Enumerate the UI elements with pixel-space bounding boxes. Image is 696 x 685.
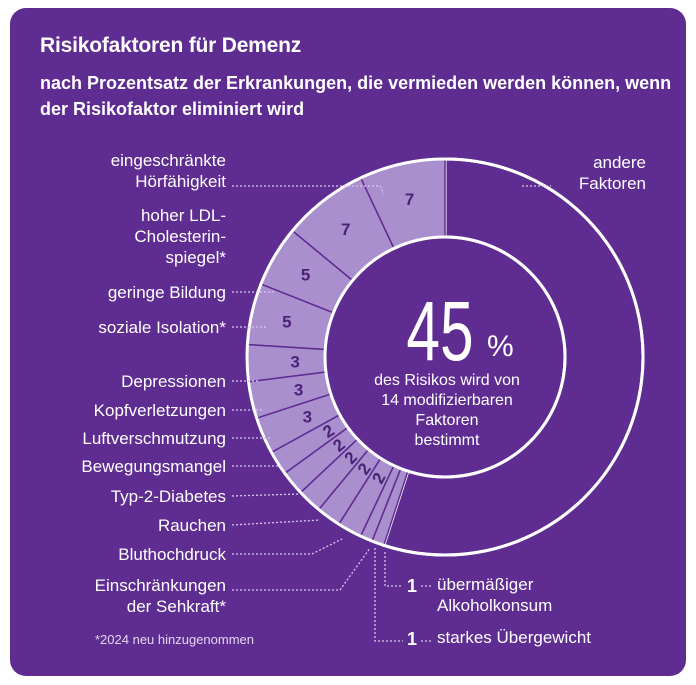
center-caption-line: 14 modifizierbaren (381, 392, 513, 409)
factor-label-line: Bluthochdruck (118, 545, 226, 564)
leader-line (231, 493, 301, 497)
small-factor-value: 1 (407, 629, 418, 649)
factor-label-line: Einschränkungen (94, 576, 226, 595)
factor-label-line: der Sehkraft* (126, 597, 226, 616)
center-percentage-unit: % (487, 330, 514, 363)
factor-label-line: Kopfverletzungen (93, 401, 226, 420)
small-factor-label-line: Alkoholkonsum (437, 596, 553, 615)
factor-label: Bluthochdruck (118, 544, 226, 565)
segment-value-label: 5 (282, 313, 291, 332)
center-caption-line: bestimmt (415, 432, 480, 449)
chart-title: Risikofaktoren für Demenz (40, 34, 302, 57)
factor-label-line: Typ-2-Diabetes (110, 487, 226, 506)
factor-label: Einschränkungen der Sehkraft* (95, 575, 226, 617)
small-factor-label: übermäßiger Alkoholkonsum (437, 574, 552, 616)
other-factors-label-line: andere (593, 153, 646, 172)
leader-line (232, 547, 371, 591)
small-factor-label-line: übermäßiger (437, 575, 534, 594)
segment-value-label: 3 (294, 381, 303, 400)
factor-label-line: Cholesterin- (134, 227, 226, 246)
leader-line (231, 519, 321, 526)
factor-label-line: Luftverschmutzung (82, 429, 226, 448)
small-factor-label-line: starkes Übergewicht (437, 628, 592, 647)
center-percentage-value: 45 (406, 284, 473, 378)
small-factor-label: starkes Übergewicht (437, 627, 591, 648)
factor-label-line: eingeschränkte (110, 151, 226, 170)
factor-label: hoher LDL- Cholesterin-spiegel* (134, 205, 226, 268)
factor-label-line: spiegel* (165, 248, 227, 267)
factor-label-line: Bewegungsmangel (81, 457, 226, 476)
factor-label-line: hoher LDL- (140, 206, 226, 225)
segment-value-label: 3 (303, 408, 312, 427)
factor-label-line: Depressionen (121, 372, 226, 391)
factor-label: Kopfverletzungen (94, 400, 226, 421)
leader-line (232, 538, 343, 555)
factor-label: soziale Isolation* (98, 317, 226, 338)
center-caption-line: Faktoren (415, 412, 478, 429)
other-factors-label: andere Faktoren (579, 152, 646, 194)
factor-label: geringe Bildung (108, 282, 226, 303)
donut-inner-ring (323, 235, 567, 479)
factor-label: Luftverschmutzung (82, 428, 226, 449)
segment-value-label: 7 (341, 220, 350, 239)
factor-label-line: soziale Isolation* (98, 318, 226, 337)
segment-value-label: 3 (290, 353, 299, 372)
factor-label-line: geringe Bildung (107, 283, 226, 302)
leader-line (374, 548, 403, 642)
factor-label: eingeschränkte Hörfähigkeit (111, 150, 226, 192)
footnote: *2024 neu hinzugenommen (95, 632, 255, 647)
other-factors-label-line: Faktoren (578, 174, 646, 193)
chart-subtitle: nach Prozentsatz der Erkrankungen, die v… (40, 73, 672, 119)
factor-label: Bewegungsmangel (81, 456, 226, 477)
leader-line (384, 552, 403, 587)
factor-label: Rauchen (158, 515, 226, 536)
leader-line (232, 185, 385, 195)
small-factor-value: 1 (407, 576, 418, 596)
segment-value-label: 5 (301, 266, 310, 285)
segment-value-label: 7 (405, 190, 414, 209)
factor-label-line: Hörfähigkeit (135, 172, 226, 191)
factor-label: Depressionen (121, 371, 226, 392)
factor-label: Typ-2-Diabetes (111, 486, 226, 507)
factor-label-line: Rauchen (157, 516, 226, 535)
center-caption-line: des Risikos wird von (374, 372, 520, 389)
donut-outer-ring (245, 157, 645, 557)
